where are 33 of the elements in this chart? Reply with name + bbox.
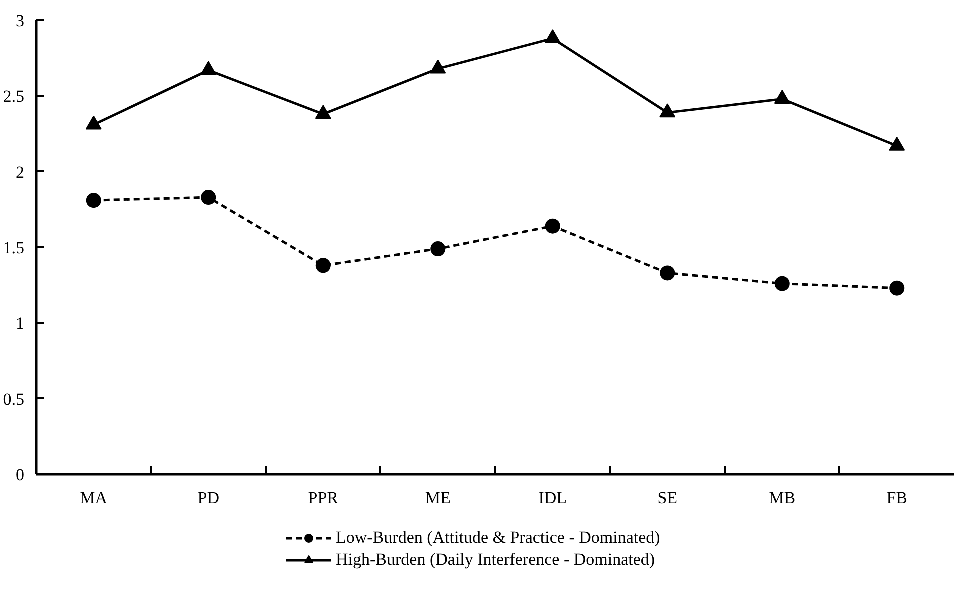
point bbox=[86, 193, 102, 208]
y-tick-label: 1.5 bbox=[3, 238, 24, 258]
y-tick-label: 2.5 bbox=[3, 87, 24, 106]
legend-label: Low-Burden (Attitude & Practice - Dominated) bbox=[336, 528, 660, 548]
point bbox=[889, 136, 906, 151]
x-tick-label: IDL bbox=[538, 488, 568, 508]
point bbox=[200, 61, 217, 76]
point bbox=[316, 258, 331, 274]
point bbox=[660, 104, 676, 118]
point bbox=[660, 266, 676, 281]
point bbox=[430, 60, 446, 74]
point bbox=[430, 242, 446, 256]
point bbox=[890, 280, 905, 296]
point bbox=[544, 30, 561, 44]
point bbox=[774, 90, 790, 104]
y-tick-label: 1 bbox=[16, 314, 24, 334]
point bbox=[774, 276, 790, 292]
point bbox=[86, 116, 102, 130]
x-tick-label: ME bbox=[425, 488, 451, 508]
x-tick-label: SE bbox=[658, 488, 678, 508]
point bbox=[545, 218, 560, 234]
x-tick-label: MB bbox=[769, 488, 796, 508]
point bbox=[201, 190, 216, 206]
y-tick-label: 0.5 bbox=[3, 390, 24, 409]
legend-label: High-Burden (Daily Interference - Dominated) bbox=[336, 550, 656, 570]
y-tick-label: 0 bbox=[16, 466, 24, 484]
point bbox=[315, 105, 332, 120]
x-tick-label: PD bbox=[198, 488, 220, 508]
x-tick-label: PPR bbox=[308, 488, 340, 508]
y-tick-label: 2 bbox=[16, 162, 24, 182]
y-tick-label: 3 bbox=[16, 12, 24, 30]
x-tick-label: FB bbox=[886, 488, 908, 508]
x-tick-label: MA bbox=[80, 488, 108, 508]
